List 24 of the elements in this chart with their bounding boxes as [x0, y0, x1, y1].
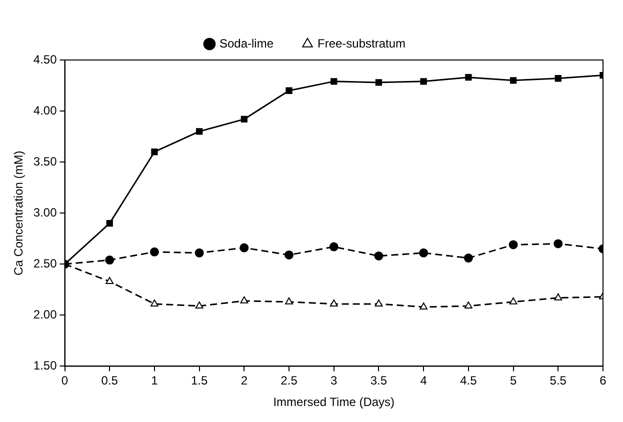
y-tick-label: 4.00 — [33, 103, 58, 118]
x-tick-label: 6 — [600, 374, 607, 388]
x-tick-label: 0.5 — [101, 374, 118, 388]
x-tick-label: 5.5 — [550, 374, 567, 388]
legend-label: Free-substratum — [318, 36, 406, 50]
y-tick-label: 3.50 — [33, 154, 58, 168]
x-axis-title: Immersed Time (Days) — [273, 395, 395, 410]
y-tick-label: 1.50 — [33, 358, 58, 373]
y-tick-label: 2.00 — [33, 307, 58, 322]
y-tick-label: 2.50 — [33, 256, 58, 270]
x-tick-label: 4 — [420, 374, 428, 388]
y-tick-label: 3.00 — [33, 205, 58, 220]
x-tick-label: 3 — [330, 374, 338, 388]
legend-label: Soda-lime — [219, 36, 274, 50]
y-axis-title: Ca Concentration (mM) — [12, 150, 26, 276]
x-tick-label: 2.5 — [280, 374, 298, 388]
y-tick-label: 4.50 — [33, 52, 58, 66]
x-tick-label: 4.5 — [460, 374, 478, 388]
x-tick-label: 2 — [240, 374, 248, 388]
x-tick-label: 5 — [510, 374, 517, 388]
x-tick-label: 1.5 — [190, 374, 208, 388]
x-tick-label: 0 — [61, 374, 68, 388]
x-tick-label: 3.5 — [370, 374, 388, 388]
x-tick-label: 1 — [151, 374, 158, 388]
